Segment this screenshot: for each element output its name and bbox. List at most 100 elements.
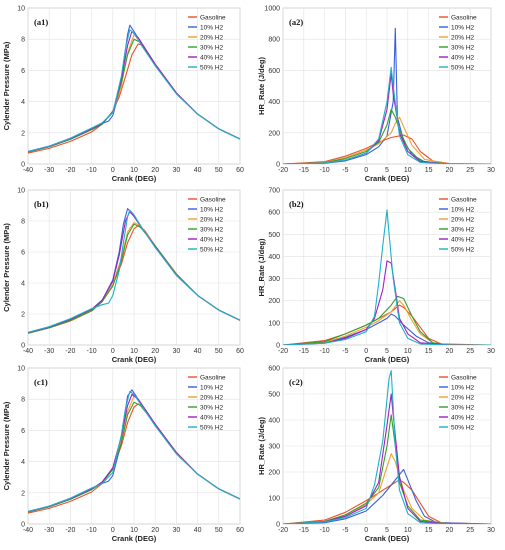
- legend-entry: 40% H2: [200, 54, 224, 61]
- legend-entry: 40% H2: [200, 414, 224, 421]
- series-line-2: [283, 313, 491, 345]
- y-tick-label: 400: [268, 418, 280, 425]
- x-tick-label: 25: [466, 527, 474, 534]
- y-tick-label: 10: [17, 188, 25, 195]
- series-line-2: [283, 468, 491, 524]
- series-line-6: [283, 370, 491, 524]
- legend-entry: 50% H2: [200, 64, 224, 71]
- legend-entry: Gasoline: [451, 374, 477, 381]
- legend-entry: 10% H2: [200, 24, 224, 31]
- y-axis-label: HR_Rate (J/deg): [257, 57, 266, 115]
- series-line-4: [283, 295, 491, 345]
- x-tick-label: 10: [130, 527, 138, 534]
- y-tick-label: 0: [276, 162, 280, 169]
- y-tick-label: 2: [21, 130, 25, 137]
- series-line-6: [28, 390, 240, 513]
- y-tick-label: 600: [268, 366, 280, 373]
- x-tick-label: 60: [236, 167, 244, 174]
- series-line-3: [283, 116, 491, 164]
- legend-entry: Gasoline: [200, 196, 226, 203]
- y-tick-label: 2: [21, 312, 25, 319]
- x-tick-label: -20: [278, 527, 288, 534]
- series-line-4: [283, 414, 491, 524]
- series-line-6: [28, 209, 240, 333]
- legend-entry: 40% H2: [451, 54, 475, 61]
- x-tick-label: -20: [278, 167, 288, 174]
- legend-entry: 10% H2: [200, 384, 224, 391]
- x-tick-label: 30: [487, 348, 495, 355]
- legend-entry: 30% H2: [200, 404, 224, 411]
- y-tick-label: 300: [268, 276, 280, 283]
- legend-entry: 10% H2: [451, 206, 475, 213]
- legend-entry: Gasoline: [451, 196, 477, 203]
- x-tick-label: -20: [278, 348, 288, 355]
- x-tick-label: 50: [215, 527, 223, 534]
- x-tick-label: -20: [65, 527, 75, 534]
- legend-entry: 20% H2: [451, 216, 475, 223]
- legend-entry: 50% H2: [451, 246, 475, 253]
- x-tick-label: -5: [342, 167, 348, 174]
- series-line-6: [283, 209, 491, 345]
- x-tick-label: -20: [65, 348, 75, 355]
- y-tick-label: 600: [268, 210, 280, 217]
- x-tick-label: 50: [215, 167, 223, 174]
- panel-label: (c2): [289, 377, 303, 387]
- x-tick-label: -15: [299, 348, 309, 355]
- y-tick-label: 400: [268, 254, 280, 261]
- chart-b2: -20 -15 -10 -5 0 5 10 15 20 25 3001002003004005006…: [257, 188, 495, 365]
- x-tick-label: 0: [364, 167, 368, 174]
- x-tick-label: 0: [364, 348, 368, 355]
- y-axis-label: HR_Rate (J/deg): [257, 417, 266, 475]
- legend-entry: 20% H2: [451, 394, 475, 401]
- y-tick-label: 8: [21, 37, 25, 44]
- y-tick-label: 6: [21, 68, 25, 75]
- legend-entry: 30% H2: [451, 44, 475, 51]
- x-tick-label: 50: [215, 348, 223, 355]
- x-tick-label: -10: [87, 527, 97, 534]
- legend-entry: 50% H2: [200, 246, 224, 253]
- y-tick-label: 8: [21, 219, 25, 226]
- x-tick-label: 30: [487, 527, 495, 534]
- x-axis-label: Crank (DEG): [365, 355, 410, 364]
- x-axis-label: Crank (DEG): [112, 174, 157, 183]
- legend-entry: 20% H2: [200, 216, 224, 223]
- legend-entry: 40% H2: [451, 414, 475, 421]
- x-tick-label: 15: [425, 527, 433, 534]
- x-tick-label: 60: [236, 527, 244, 534]
- y-tick-label: 8: [21, 397, 25, 404]
- x-tick-label: -30: [44, 167, 54, 174]
- series-line-4: [283, 108, 491, 164]
- x-tick-label: -15: [299, 167, 309, 174]
- legend-entry: 20% H2: [200, 34, 224, 41]
- y-tick-label: 0: [21, 162, 25, 169]
- x-tick-label: 20: [151, 167, 159, 174]
- x-tick-label: 30: [173, 167, 181, 174]
- y-axis-label: HR_Rate (J/deg): [257, 238, 266, 296]
- y-tick-label: 2: [21, 490, 25, 497]
- x-tick-label: 0: [111, 167, 115, 174]
- y-tick-label: 0: [21, 522, 25, 529]
- x-tick-label: 25: [466, 167, 474, 174]
- panel-label: (b2): [289, 199, 304, 209]
- chart-a2: -20 -15 -10 -5 0 5 10 15 20 25 30 0 200 400 600 800 1000…: [257, 6, 495, 184]
- legend-entry: 20% H2: [200, 394, 224, 401]
- x-tick-label: 20: [151, 527, 159, 534]
- legend-entry: 50% H2: [451, 64, 475, 71]
- chart-c2: -20 -15 -10 -5 0 5 10 15 20 25 3001002003004005006…: [257, 366, 495, 544]
- x-tick-label: 25: [466, 348, 474, 355]
- y-axis-label: Cylender Pressure (MPa): [2, 223, 11, 312]
- legend-entry: 30% H2: [200, 44, 224, 51]
- x-tick-label: 20: [446, 348, 454, 355]
- x-tick-label: -30: [44, 348, 54, 355]
- y-tick-label: 400: [268, 99, 280, 106]
- x-tick-label: 40: [194, 167, 202, 174]
- x-tick-label: 0: [364, 527, 368, 534]
- x-tick-label: 40: [194, 527, 202, 534]
- x-tick-label: 0: [111, 527, 115, 534]
- y-tick-label: 6: [21, 428, 25, 435]
- panel-label: (c1): [34, 377, 48, 387]
- x-axis-label: Crank (DEG): [365, 534, 410, 543]
- x-tick-label: 20: [446, 167, 454, 174]
- legend-entry: 10% H2: [200, 206, 224, 213]
